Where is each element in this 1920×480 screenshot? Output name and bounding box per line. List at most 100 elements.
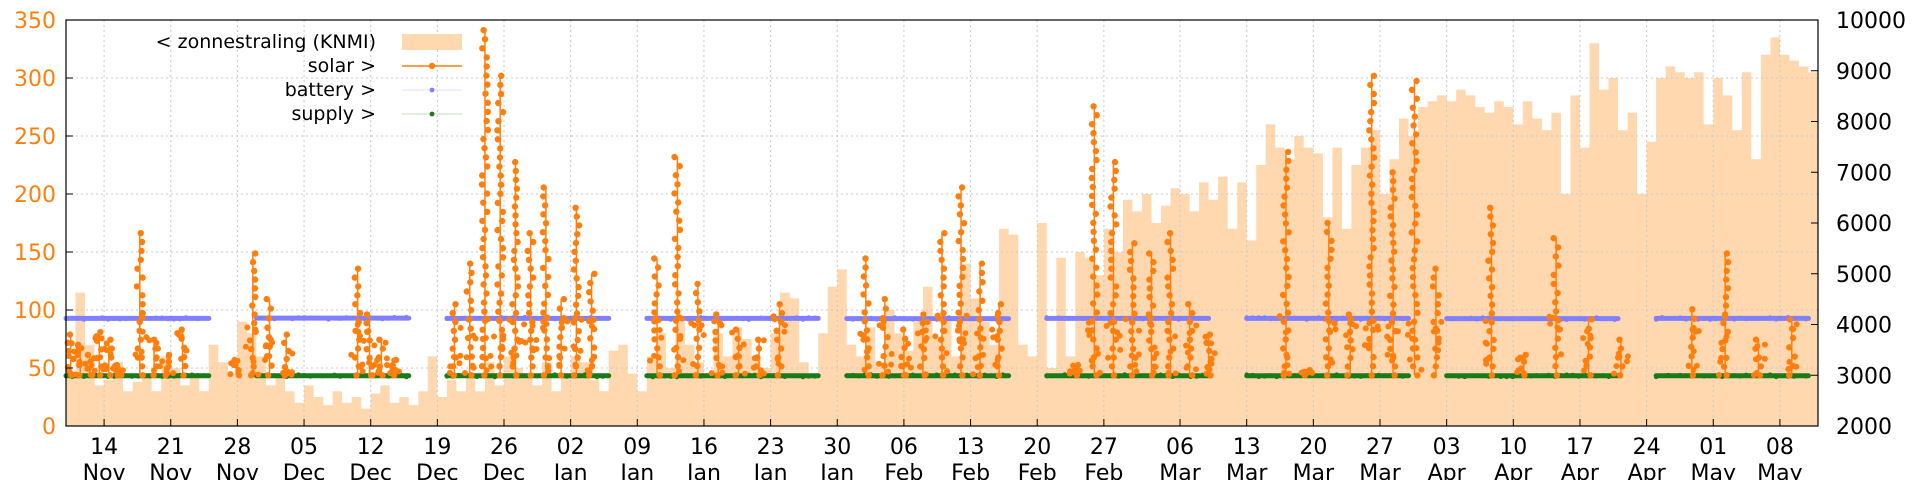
x-tick-day: 20 — [1299, 435, 1327, 460]
solar-point — [1135, 351, 1142, 358]
solar-point — [876, 322, 883, 329]
solar-point — [863, 348, 870, 355]
solar-point — [508, 349, 515, 356]
x-tick-day: 06 — [890, 435, 918, 460]
solar-point — [146, 337, 153, 344]
solar-point — [694, 299, 701, 306]
solar-point — [1146, 293, 1153, 301]
x-tick-month: Feb — [1084, 461, 1123, 480]
solar-point — [1132, 361, 1139, 368]
solar-point — [351, 274, 358, 281]
solar-point — [1164, 238, 1171, 246]
solar-point — [482, 154, 490, 161]
supply-point — [1672, 373, 1677, 378]
solar-point — [1552, 308, 1560, 315]
battery-point — [456, 317, 461, 321]
solar-point — [1370, 353, 1377, 361]
solar-point — [586, 318, 592, 325]
battery-point — [812, 315, 817, 320]
solar-point — [1203, 339, 1210, 346]
solar-point — [936, 315, 943, 322]
solar-point — [480, 299, 488, 306]
solar-point — [1552, 353, 1560, 361]
supply-point — [1540, 373, 1545, 378]
solar-point — [1185, 301, 1192, 308]
solar-point — [1692, 328, 1699, 335]
solar-point — [1514, 369, 1521, 376]
solar-point — [573, 275, 580, 282]
solar-point — [1112, 336, 1120, 343]
solar-point — [978, 260, 986, 267]
solar-point — [734, 352, 741, 359]
solar-point — [1366, 320, 1373, 327]
solar-point — [1090, 228, 1097, 235]
x-tick-month: Nov — [216, 461, 259, 480]
solar-point — [1435, 339, 1442, 346]
solar-point — [355, 283, 362, 290]
solar-point — [482, 355, 489, 362]
solar-point — [252, 293, 259, 301]
supply-point — [782, 375, 787, 379]
solar-point — [577, 347, 584, 354]
right-tick-label: 3000 — [1836, 364, 1892, 389]
battery-point — [1292, 315, 1297, 320]
solar-point — [1369, 235, 1377, 243]
battery-point — [398, 316, 403, 321]
solar-point — [497, 90, 505, 98]
battery-point — [1486, 315, 1491, 320]
solar-point — [1485, 257, 1492, 264]
solar-point — [1438, 318, 1445, 325]
supply-point — [124, 373, 128, 378]
solar-point — [1722, 313, 1729, 320]
battery-point — [1182, 315, 1187, 320]
solar-point — [714, 372, 721, 379]
battery-point — [1708, 317, 1713, 322]
battery-point — [1756, 316, 1761, 321]
legend-label: solar > — [308, 55, 376, 77]
supply-point — [1546, 372, 1551, 377]
solar-point — [540, 372, 548, 379]
solar-point — [1328, 237, 1335, 245]
solar-point — [1127, 363, 1134, 370]
battery-point — [130, 315, 134, 320]
solar-point — [1167, 247, 1174, 255]
x-tick-month: Apr — [1428, 461, 1467, 480]
solar-point — [84, 351, 92, 359]
solar-point — [1150, 258, 1157, 266]
solar-point — [289, 350, 296, 357]
x-tick-month: May — [1691, 461, 1736, 480]
solar-point — [587, 335, 594, 342]
solar-point — [540, 184, 547, 191]
solar-point — [483, 367, 490, 374]
solar-point — [691, 322, 698, 329]
solar-point — [1723, 372, 1730, 379]
solar-point — [900, 372, 907, 379]
solar-point — [137, 256, 144, 263]
solar-point — [1487, 231, 1495, 238]
battery-point — [970, 317, 975, 322]
x-tick-month: Dec — [283, 461, 326, 480]
solar-point — [656, 363, 663, 370]
battery-point — [1286, 316, 1291, 320]
solar-point — [137, 230, 144, 237]
x-tick-day: 01 — [1699, 435, 1727, 460]
solar-point — [153, 355, 159, 362]
solar-point — [1088, 174, 1095, 182]
legend-label: supply > — [291, 103, 376, 125]
solar-point — [957, 229, 965, 236]
solar-point — [512, 292, 519, 299]
solar-point — [958, 184, 966, 191]
solar-point — [103, 340, 110, 347]
solar-point — [1090, 336, 1097, 343]
solar-point — [1790, 326, 1797, 333]
solar-point — [1413, 77, 1420, 85]
solar-point — [494, 226, 501, 234]
solar-point — [1129, 336, 1136, 344]
x-tick-month: Apr — [1561, 461, 1600, 480]
battery-point — [722, 317, 727, 322]
solar-point — [1554, 335, 1562, 342]
solar-point — [1324, 315, 1331, 322]
solar-point — [1186, 336, 1194, 343]
solar-point — [774, 356, 781, 362]
solar-point — [1109, 345, 1116, 352]
